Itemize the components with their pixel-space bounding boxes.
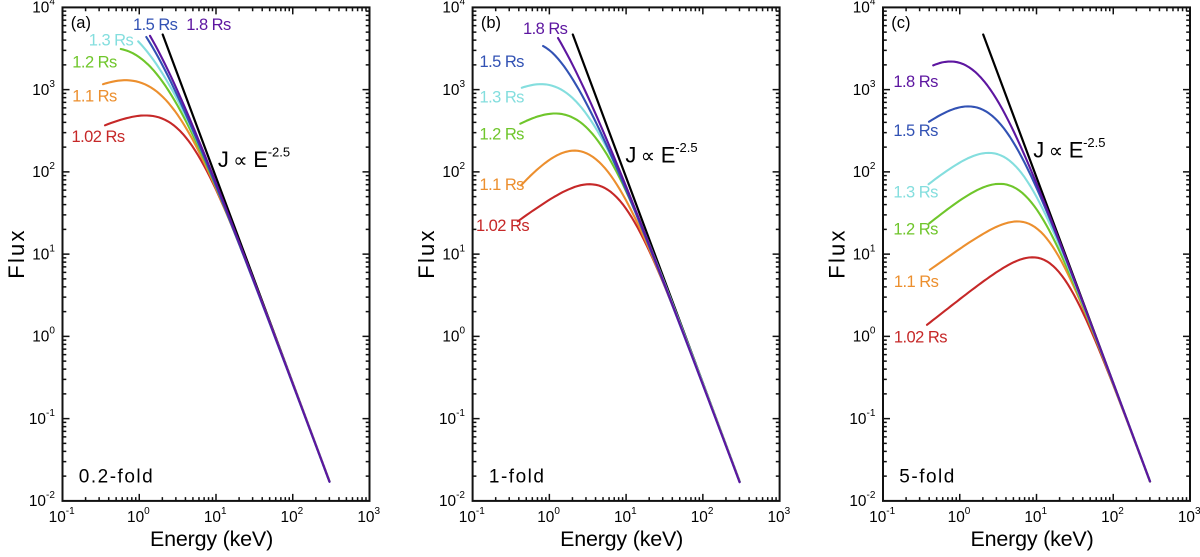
svg-text:E: E [1069, 138, 1084, 163]
svg-text:1-fold: 1-fold [489, 467, 546, 488]
svg-text:1.02 Rs: 1.02 Rs [72, 128, 125, 146]
svg-text:Flux: Flux [824, 228, 849, 278]
svg-text:Energy (keV): Energy (keV) [560, 527, 683, 551]
svg-text:-2.5: -2.5 [675, 140, 697, 155]
svg-text:1.02 Rs: 1.02 Rs [476, 217, 529, 235]
svg-text:J: J [1033, 138, 1044, 163]
svg-text:∝: ∝ [1049, 141, 1063, 163]
svg-text:1.5 Rs: 1.5 Rs [893, 122, 938, 140]
svg-text:1.2 Rs: 1.2 Rs [72, 53, 117, 71]
svg-text:J: J [218, 147, 229, 172]
svg-text:1.3 Rs: 1.3 Rs [89, 32, 134, 50]
svg-text:-2.5: -2.5 [1083, 135, 1105, 150]
svg-text:∝: ∝ [641, 146, 655, 168]
svg-text:1.2 Rs: 1.2 Rs [480, 126, 525, 144]
svg-text:Energy (keV): Energy (keV) [150, 527, 273, 551]
svg-text:E: E [253, 147, 268, 172]
svg-text:1.02 Rs: 1.02 Rs [894, 328, 947, 346]
svg-text:103: 103 [1178, 506, 1200, 526]
svg-text:∝: ∝ [233, 150, 247, 172]
svg-text:1.5 Rs: 1.5 Rs [133, 16, 178, 34]
svg-text:1.3 Rs: 1.3 Rs [480, 89, 525, 107]
svg-text:Flux: Flux [4, 228, 29, 278]
svg-text:1.5 Rs: 1.5 Rs [480, 53, 525, 71]
svg-text:1.8 Rs: 1.8 Rs [186, 16, 231, 34]
svg-text:1.1 Rs: 1.1 Rs [480, 176, 525, 194]
svg-text:E: E [661, 143, 676, 168]
svg-text:1.8 Rs: 1.8 Rs [523, 20, 568, 38]
svg-text:Energy (keV): Energy (keV) [970, 527, 1093, 551]
svg-text:(a): (a) [71, 14, 91, 32]
svg-text:1.2 Rs: 1.2 Rs [893, 221, 938, 239]
svg-text:1.1 Rs: 1.1 Rs [894, 273, 939, 291]
svg-text:-2.5: -2.5 [268, 144, 290, 159]
svg-text:Flux: Flux [414, 228, 439, 278]
svg-text:1.1 Rs: 1.1 Rs [72, 87, 117, 105]
svg-text:(b): (b) [481, 14, 501, 32]
svg-text:J: J [625, 143, 636, 168]
svg-text:5-fold: 5-fold [899, 467, 956, 488]
svg-text:1.3 Rs: 1.3 Rs [893, 184, 938, 202]
svg-text:(c): (c) [891, 14, 910, 32]
svg-text:1.8 Rs: 1.8 Rs [893, 73, 938, 91]
svg-text:0.2-fold: 0.2-fold [79, 467, 154, 488]
